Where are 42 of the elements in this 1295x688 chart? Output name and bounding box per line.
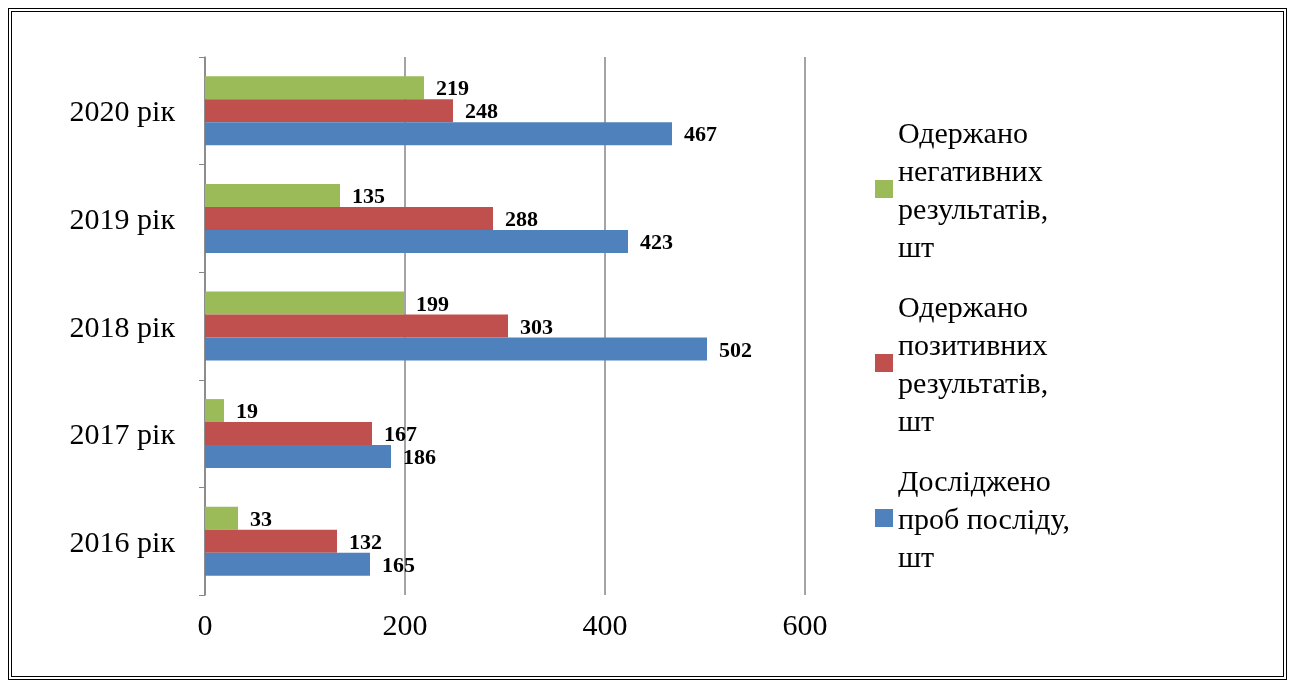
- bar: [205, 399, 224, 423]
- bar: [205, 314, 508, 338]
- x-tick-label: 200: [382, 607, 428, 641]
- data-label: 186: [403, 444, 436, 470]
- bar: [205, 422, 372, 446]
- data-label: 288: [505, 205, 538, 231]
- bar: [205, 229, 628, 253]
- data-label: 167: [384, 421, 417, 447]
- data-label: 132: [349, 528, 382, 554]
- legend-label: Одержано позитивних результатів, шт: [898, 289, 1056, 437]
- data-label: 502: [719, 336, 752, 362]
- data-label: 303: [520, 313, 553, 339]
- data-label: 467: [684, 121, 717, 147]
- x-tick-label: 600: [782, 607, 828, 641]
- bar: [205, 206, 493, 230]
- y-tick-label: 2017 рік: [69, 417, 176, 451]
- bar: [205, 506, 238, 530]
- data-label: 135: [352, 182, 385, 208]
- bar: [205, 122, 672, 146]
- y-tick-label: 2019 рік: [69, 201, 176, 235]
- data-label: 423: [640, 228, 673, 254]
- bar: [205, 445, 391, 469]
- legend-label: Досліджено проб посліду, шт: [898, 463, 1078, 573]
- x-tick-label: 0: [197, 607, 213, 641]
- bar: [205, 183, 340, 207]
- y-tick-label: 2020 рік: [69, 94, 176, 128]
- bar: [205, 291, 404, 315]
- data-label: 19: [236, 398, 258, 424]
- bar: [205, 552, 370, 576]
- y-tick-label: 2016 рік: [69, 524, 176, 558]
- bar: [205, 76, 424, 100]
- data-label: 248: [465, 98, 498, 124]
- legend-label: Одержано негативних результатів, шт: [898, 115, 1056, 263]
- bar: [205, 337, 707, 361]
- x-tick-label: 400: [582, 607, 628, 641]
- y-tick-label: 2018 рік: [69, 309, 176, 343]
- data-label: 219: [436, 75, 469, 101]
- data-label: 199: [416, 290, 449, 316]
- data-label: 33: [250, 505, 272, 531]
- data-label: 165: [382, 551, 415, 577]
- bar: [205, 99, 453, 123]
- bar: [205, 529, 337, 553]
